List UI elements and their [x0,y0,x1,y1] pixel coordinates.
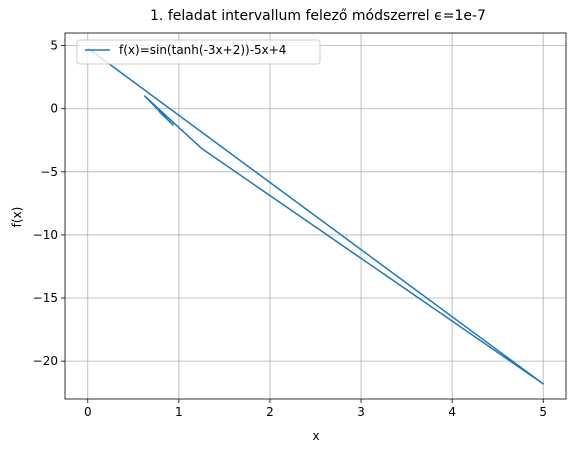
y-tick-label: −5 [40,165,58,179]
chart-title: 1. feladat intervallum felező módszerrel… [150,8,486,24]
x-tick-label: 2 [266,405,274,419]
x-tick-label: 0 [84,405,92,419]
legend-label: f(x)=sin(tanh(-3x+2))-5x+4 [119,43,286,57]
y-axis-label: f(x) [10,207,24,228]
y-tick-label: −10 [33,228,58,242]
y-tick-label: 0 [50,102,58,116]
x-axis-label: x [312,429,319,443]
y-tick-label: −20 [33,354,58,368]
y-tick-label: −15 [33,291,58,305]
y-tick-label: 5 [50,39,58,53]
legend: f(x)=sin(tanh(-3x+2))-5x+4 [77,40,320,64]
x-tick-label: 1 [175,405,183,419]
x-tick-label: 3 [357,405,365,419]
x-tick-label: 5 [539,405,547,419]
x-tick-label: 4 [448,405,456,419]
